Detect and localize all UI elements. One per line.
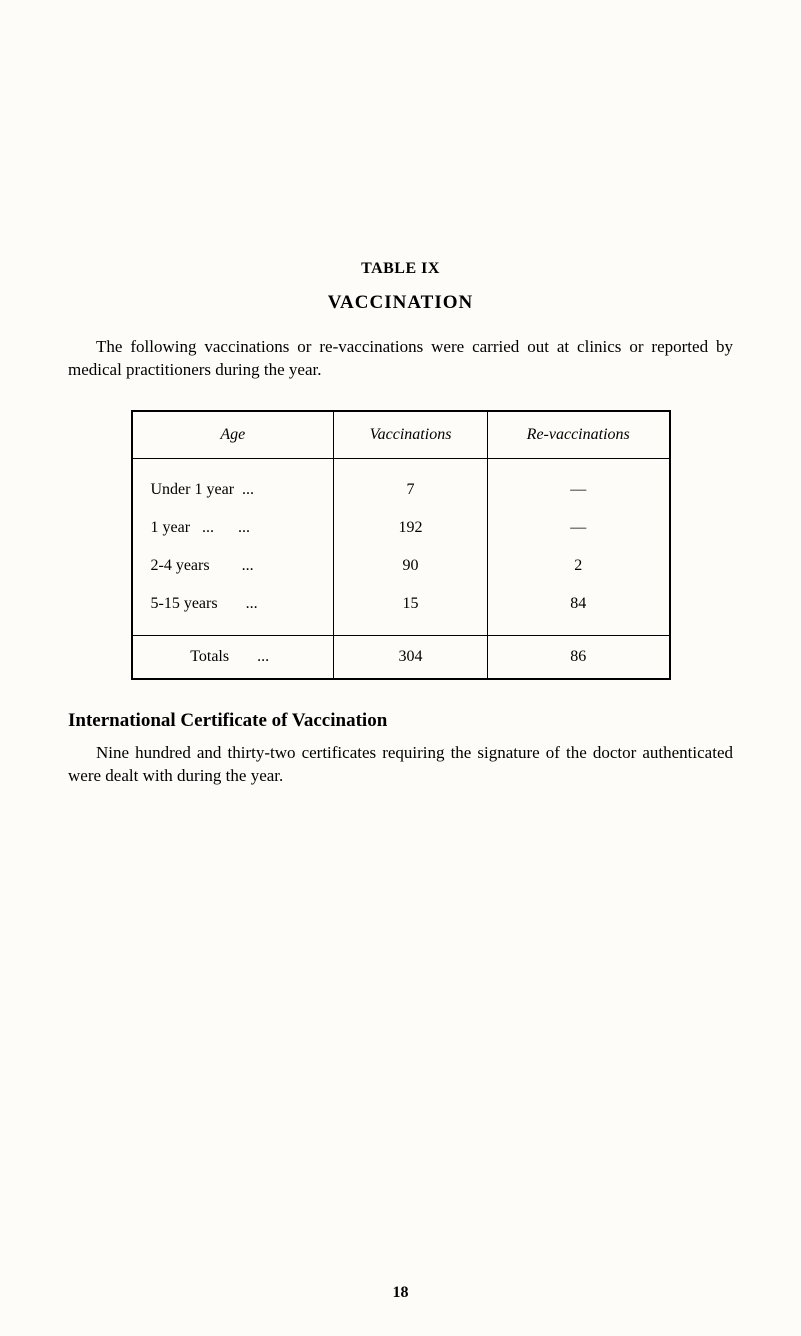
- table-label: TABLE IX: [60, 260, 741, 278]
- intro-paragraph: The following vaccinations or re-vaccina…: [68, 336, 733, 382]
- table-row: 5-15 years ... 15 84: [132, 585, 670, 636]
- cell-revacc: 84: [487, 585, 669, 636]
- cell-totals-vacc: 304: [334, 635, 488, 679]
- cell-vacc: 192: [334, 509, 488, 547]
- col-vaccinations: Vaccinations: [334, 411, 488, 459]
- table-row: Under 1 year ... 7 —: [132, 458, 670, 509]
- cell-age: 5-15 years ...: [132, 585, 334, 636]
- cell-age: 2-4 years ...: [132, 547, 334, 585]
- cell-age: 1 year ... ...: [132, 509, 334, 547]
- cell-revacc: —: [487, 509, 669, 547]
- col-age: Age: [132, 411, 334, 459]
- table-header-row: Age Vaccinations Re-vaccinations: [132, 411, 670, 459]
- page-title: VACCINATION: [60, 292, 741, 314]
- table-row: 1 year ... ... 192 —: [132, 509, 670, 547]
- section-heading: International Certificate of Vaccination: [68, 710, 733, 732]
- page-number: 18: [0, 1284, 801, 1302]
- cell-vacc: 15: [334, 585, 488, 636]
- section-paragraph: Nine hundred and thirty-two certificates…: [68, 742, 733, 788]
- cell-revacc: 2: [487, 547, 669, 585]
- cell-vacc: 90: [334, 547, 488, 585]
- page: TABLE IX VACCINATION The following vacci…: [0, 0, 801, 1336]
- cell-age: Under 1 year ...: [132, 458, 334, 509]
- vaccination-table: Age Vaccinations Re-vaccinations Under 1…: [131, 410, 671, 680]
- cell-totals-label: Totals ...: [132, 635, 334, 679]
- cell-totals-revacc: 86: [487, 635, 669, 679]
- table-totals-row: Totals ... 304 86: [132, 635, 670, 679]
- cell-vacc: 7: [334, 458, 488, 509]
- col-revaccinations: Re-vaccinations: [487, 411, 669, 459]
- table-row: 2-4 years ... 90 2: [132, 547, 670, 585]
- cell-revacc: —: [487, 458, 669, 509]
